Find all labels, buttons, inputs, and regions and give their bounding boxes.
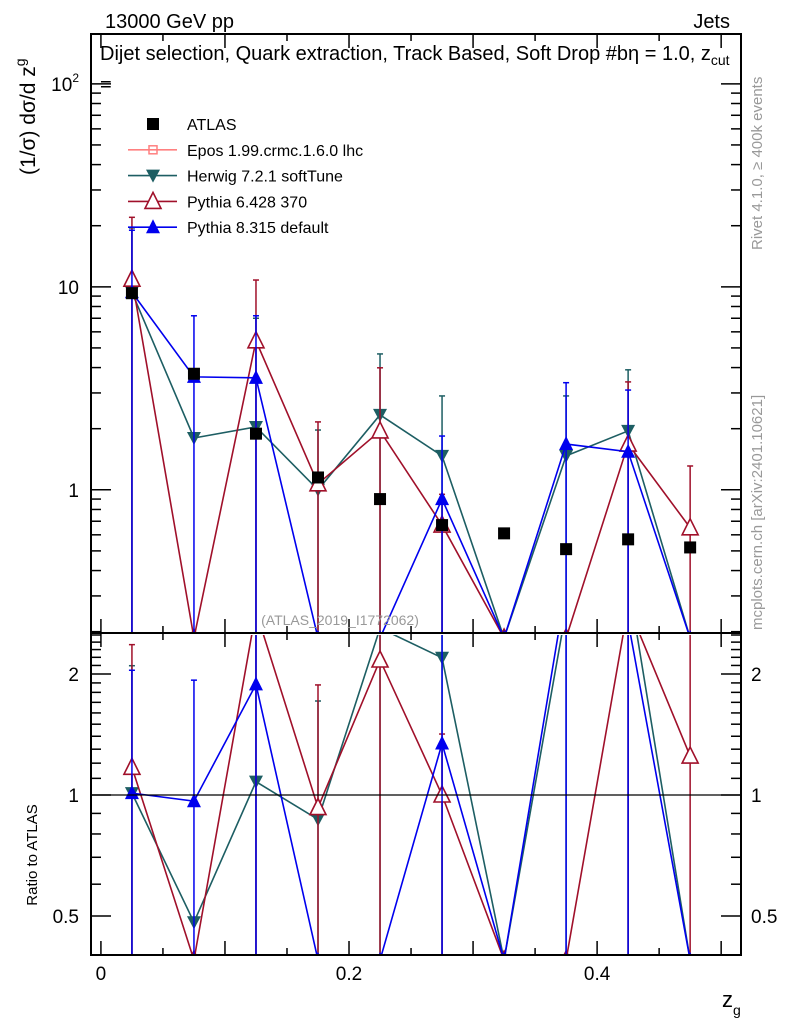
legend-label-pythia: Pythia 8.315 default bbox=[187, 220, 329, 237]
legend-marker-epos bbox=[144, 145, 162, 155]
y-tick-label-exponent: 2 bbox=[72, 71, 79, 85]
atlas-point bbox=[622, 533, 635, 546]
pythia-point bbox=[621, 443, 636, 458]
pythia-ratio-point bbox=[435, 735, 450, 750]
legend-label-epos: Epos 1.99.crmc.1.6.0 lhc bbox=[187, 143, 363, 160]
ratio-y-tick-label: 1 bbox=[68, 786, 79, 807]
pythia-ratio-point bbox=[186, 793, 201, 808]
pythia-line bbox=[131, 279, 691, 633]
title-tail: η = 1.0, z bbox=[628, 43, 711, 65]
legend-marker-pythia bbox=[143, 190, 163, 210]
pythia-ratio-point bbox=[680, 745, 700, 764]
atlas-point bbox=[498, 527, 511, 540]
plot-title: Dijet selection, Quark extraction, Track… bbox=[100, 42, 730, 98]
jets-label: Jets bbox=[693, 11, 730, 33]
pythia-point bbox=[370, 420, 390, 439]
pythia-point bbox=[435, 491, 450, 506]
atlas-point bbox=[684, 541, 697, 554]
y-tick-label: 102 bbox=[51, 71, 79, 96]
ratio-y-tick-label: 0.5 bbox=[53, 907, 79, 928]
ratio-y-tick-label: 1 bbox=[751, 786, 762, 807]
pythia-ratio-line bbox=[131, 635, 691, 955]
legend-label-herwig: Herwig 7.2.1 softTune bbox=[187, 169, 343, 186]
ratio-y-tick-label: 2 bbox=[751, 665, 762, 686]
x-tick-label: 0.2 bbox=[336, 964, 362, 985]
atlas-point bbox=[312, 471, 325, 484]
atlas-point bbox=[249, 427, 262, 440]
pythia-ratio-point bbox=[370, 649, 390, 668]
herwig-line bbox=[131, 291, 690, 633]
legend-label-atlas: ATLAS bbox=[187, 117, 237, 134]
x-axis-label: zg bbox=[722, 987, 741, 1018]
y-tick-label: 1 bbox=[68, 481, 79, 502]
x-tick-label: 0.4 bbox=[584, 964, 611, 985]
legend-label-pythia: Pythia 6.428 370 bbox=[187, 194, 307, 211]
y-axis-label-main: (1/σ) dσ/d z bbox=[17, 66, 40, 175]
energy-label: 13000 GeV pp bbox=[105, 11, 234, 33]
pythia-ratio-line bbox=[131, 635, 691, 955]
herwig-ratio-line bbox=[131, 635, 691, 955]
atlas-point bbox=[436, 519, 449, 532]
ratio-frame bbox=[90, 632, 742, 956]
pythia-ratio-point bbox=[308, 796, 328, 816]
pythia-point bbox=[680, 516, 700, 536]
y-axis-label: (1/σ) dσ/d zg bbox=[12, 58, 40, 175]
legend-marker-herwig bbox=[146, 169, 160, 183]
pythia-point bbox=[248, 369, 263, 384]
legend-marker-atlas bbox=[147, 118, 159, 130]
title-sub: cut bbox=[710, 52, 730, 68]
legend-marker-pythia bbox=[146, 219, 160, 234]
mcplots-label: mcplots.cern.ch [arXiv:2401.10621] bbox=[749, 395, 766, 630]
atlas-point bbox=[560, 543, 573, 556]
x-tick-label: 0 bbox=[96, 964, 107, 985]
ratio-axis-label: Ratio to ATLAS bbox=[24, 804, 41, 905]
title-end: = bbox=[100, 74, 112, 96]
pythia-ratio-point bbox=[248, 676, 263, 691]
pythia-point bbox=[559, 436, 574, 451]
atlas-point bbox=[374, 493, 387, 506]
atlas-point bbox=[187, 367, 200, 380]
rivet-label: Rivet 4.1.0, ≥ 400k events bbox=[749, 77, 766, 250]
y-axis-label-sub: g bbox=[12, 58, 28, 66]
y-tick-label: 10 bbox=[58, 278, 79, 299]
pythia-ratio-point bbox=[124, 785, 139, 800]
x-axis-label-sub: g bbox=[733, 1002, 741, 1018]
pythia-line bbox=[131, 291, 690, 633]
atlas-point bbox=[125, 287, 138, 300]
x-axis-label-main: z bbox=[722, 987, 733, 1012]
ratio-y-tick-label: 0.5 bbox=[751, 907, 777, 928]
ratio-y-tick-label: 2 bbox=[68, 665, 79, 686]
legend: ATLAS Epos 1.99.crmc.1.6.0 lhc Herwig 7.2.… bbox=[128, 117, 363, 237]
analysis-watermark: (ATLAS_2019_I1772062) bbox=[261, 612, 419, 628]
title-main: Dijet selection, Quark extraction, Track… bbox=[100, 43, 629, 65]
